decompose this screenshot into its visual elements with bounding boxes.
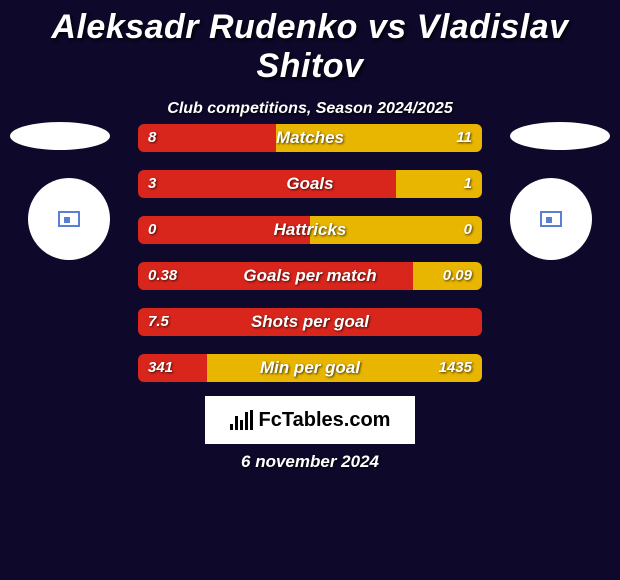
- stat-row: Goals31: [138, 170, 482, 198]
- bar-left-segment: [138, 262, 413, 290]
- date-label: 6 november 2024: [0, 452, 620, 472]
- bar-right-segment: [207, 354, 482, 382]
- stat-row: Min per goal3411435: [138, 354, 482, 382]
- bar-left-segment: [138, 308, 482, 336]
- placeholder-icon: [540, 211, 562, 227]
- logo-chart-icon: [230, 410, 253, 430]
- bar-right-segment: [310, 216, 482, 244]
- bar-right-segment: [396, 170, 482, 198]
- stats-bars: Matches811 Goals31 Hattricks00 Goals per ma…: [138, 124, 482, 400]
- bar-left-segment: [138, 124, 276, 152]
- page-title: Aleksadr Rudenko vs Vladislav Shitov: [0, 0, 620, 86]
- stat-row: Hattricks00: [138, 216, 482, 244]
- logo-text: FcTables.com: [259, 409, 391, 432]
- stat-row: Shots per goal7.5: [138, 308, 482, 336]
- bar-left-segment: [138, 170, 396, 198]
- stat-row: Matches811: [138, 124, 482, 152]
- logo-box: FcTables.com: [205, 396, 415, 444]
- subtitle: Club competitions, Season 2024/2025: [0, 100, 620, 118]
- placeholder-icon: [58, 211, 80, 227]
- bar-left-segment: [138, 216, 310, 244]
- club-badge-right: [510, 178, 592, 260]
- bar-right-segment: [413, 262, 482, 290]
- stat-row: Goals per match0.380.09: [138, 262, 482, 290]
- flag-right: [510, 122, 610, 150]
- club-badge-left: [28, 178, 110, 260]
- bar-right-segment: [276, 124, 482, 152]
- bar-left-segment: [138, 354, 207, 382]
- flag-left: [10, 122, 110, 150]
